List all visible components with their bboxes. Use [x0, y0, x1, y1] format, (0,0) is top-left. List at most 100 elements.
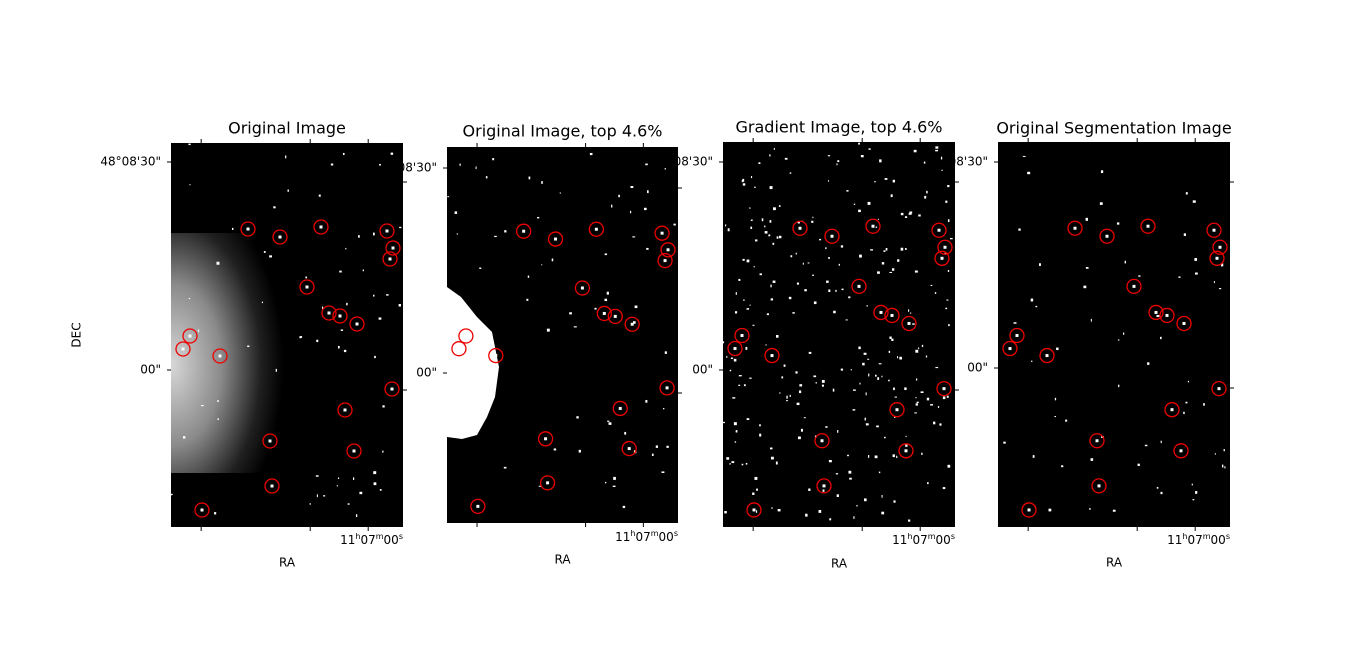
star-pixel: [837, 430, 839, 433]
star-pixel: [945, 200, 948, 203]
star-pixel: [740, 375, 742, 377]
source-marker: [621, 440, 637, 457]
source-marker: [659, 380, 675, 396]
source-pixel: [352, 449, 356, 453]
source-marker: [1009, 327, 1025, 344]
star-pixel: [1137, 463, 1140, 466]
source-marker: [936, 380, 952, 397]
star-pixel: [746, 308, 750, 310]
star-pixel: [778, 235, 782, 239]
source-pixel: [218, 354, 222, 358]
source-pixel: [457, 347, 461, 351]
star-pixel: [753, 265, 755, 268]
star-pixel: [604, 298, 608, 302]
star-pixel: [850, 369, 852, 371]
star-pixel: [827, 180, 830, 182]
star-pixel: [316, 339, 319, 343]
star-pixel: [1003, 441, 1006, 444]
star-pixel: [859, 382, 861, 385]
x-tick-part: m: [928, 532, 936, 541]
star-pixel: [269, 255, 272, 258]
source-pixel: [270, 484, 274, 488]
star-pixel: [188, 143, 191, 146]
source-pixel: [1073, 226, 1077, 230]
star-pixel: [752, 324, 755, 326]
source-pixel: [1105, 234, 1109, 238]
source-marker: [931, 222, 947, 238]
star-pixel: [946, 299, 949, 301]
star-pixel: [765, 344, 767, 346]
star-pixel: [742, 183, 746, 186]
source-pixel: [246, 227, 250, 231]
star-pixel: [894, 396, 897, 398]
star-pixel: [343, 349, 347, 353]
star-pixel: [750, 219, 753, 221]
star-pixel: [776, 236, 779, 239]
source-marker: [624, 316, 640, 332]
star-pixel: [759, 433, 762, 437]
star-pixel: [1054, 415, 1057, 418]
star-pixel: [261, 301, 264, 304]
star-pixel: [769, 447, 773, 450]
source-marker: [175, 341, 191, 357]
star-pixel: [379, 489, 382, 491]
star-pixel: [1112, 509, 1116, 512]
star-pixel: [935, 146, 939, 149]
source-pixel: [181, 347, 185, 351]
star-pixel: [1061, 465, 1064, 468]
star-pixel: [848, 470, 852, 474]
source-pixel: [822, 484, 826, 488]
star-pixel: [795, 252, 797, 255]
star-pixel: [946, 395, 949, 398]
source-marker: [516, 223, 532, 239]
star-pixel: [808, 351, 812, 354]
star-pixel: [937, 406, 940, 408]
star-pixel: [1194, 258, 1198, 261]
star-pixel: [1192, 499, 1195, 501]
source-pixel: [390, 387, 394, 391]
source-marker: [1002, 340, 1018, 357]
star-pixel: [852, 409, 856, 411]
source-marker: [547, 231, 564, 247]
star-pixel: [891, 268, 895, 271]
star-pixel: [1224, 466, 1226, 469]
star-pixel: [942, 396, 946, 400]
star-pixel: [1219, 288, 1222, 290]
star-pixel: [802, 262, 804, 265]
star-pixel: [914, 270, 918, 273]
star-pixel: [883, 250, 886, 252]
star-pixel: [916, 378, 918, 381]
star-pixel: [1085, 217, 1088, 221]
source-marker: [262, 433, 278, 449]
x-tick-label: 11h07m00s: [1167, 532, 1230, 547]
star-pixel: [526, 298, 529, 301]
x-tick-part: h: [1182, 532, 1187, 541]
star-pixel: [217, 400, 219, 403]
star-pixel: [788, 296, 792, 300]
source-marker: [934, 250, 950, 266]
source-pixel: [388, 257, 392, 261]
source-marker: [1209, 250, 1225, 266]
star-pixel: [862, 362, 865, 366]
star-pixel: [893, 387, 895, 391]
source-pixel: [200, 508, 204, 512]
source-marker: [937, 239, 953, 255]
panel-title: Original Image: [228, 119, 346, 138]
star-pixel: [1118, 384, 1120, 388]
source-marker: [734, 327, 750, 344]
star-pixel: [612, 485, 616, 488]
star-pixel: [908, 212, 912, 215]
star-pixel: [1054, 397, 1057, 401]
star-pixel: [1138, 275, 1141, 277]
star-pixel: [1221, 464, 1224, 468]
source-marker: [865, 218, 881, 234]
star-pixel: [346, 302, 348, 306]
star-pixel: [735, 430, 738, 433]
source-pixel: [937, 228, 941, 232]
source-marker: [385, 240, 401, 256]
star-pixel: [822, 489, 825, 492]
star-pixel: [821, 384, 824, 387]
star-pixel: [666, 445, 669, 448]
star-pixel: [373, 471, 377, 475]
star-pixel: [815, 381, 817, 384]
